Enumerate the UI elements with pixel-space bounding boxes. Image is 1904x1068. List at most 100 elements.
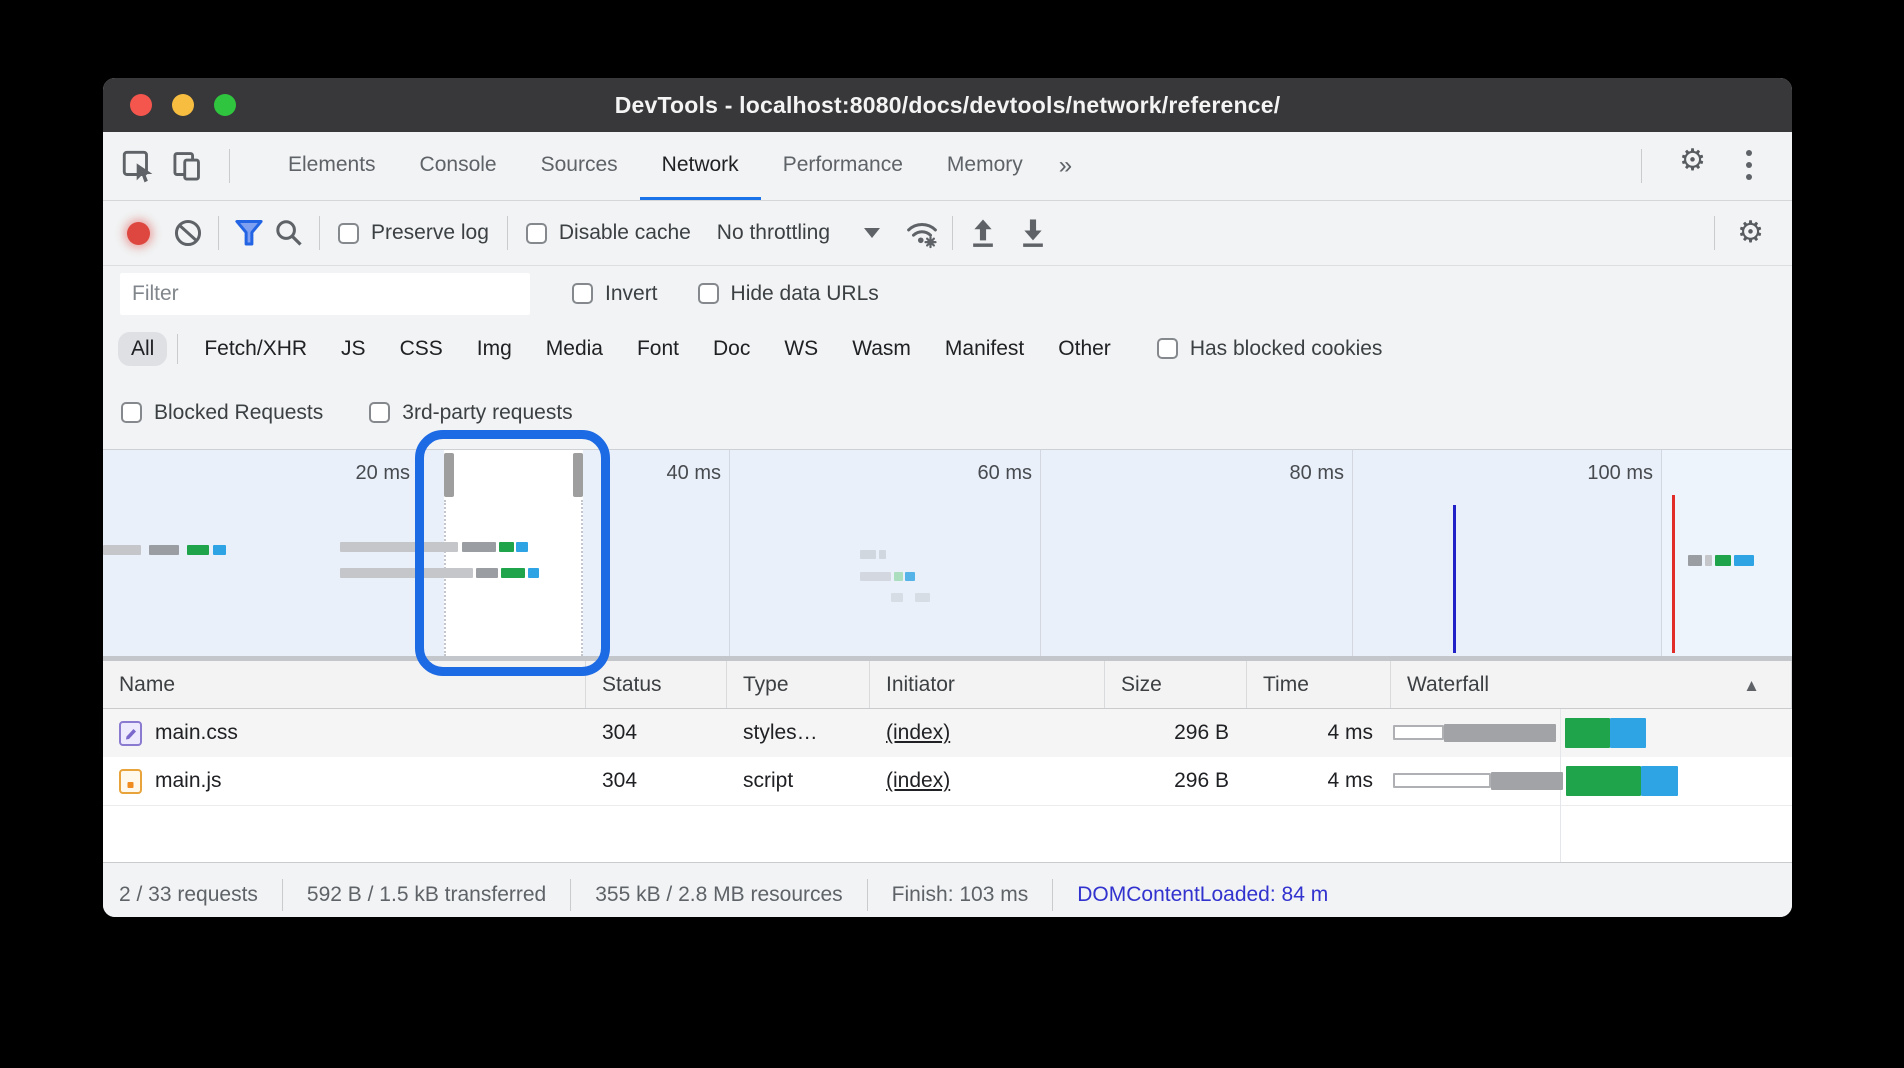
tab-sources[interactable]: Sources (540, 152, 618, 176)
hide-data-urls-checkbox[interactable] (697, 283, 719, 304)
network-settings-gear-icon[interactable]: ⚙ (1704, 216, 1764, 250)
filter-chip-font[interactable]: Font (636, 336, 679, 360)
initiator-link[interactable]: (index) (886, 721, 951, 744)
throttling-value: No throttling (716, 221, 831, 244)
request-initiator: (index) (870, 721, 1105, 745)
overview-request-bar (860, 550, 876, 559)
request-size: 296 B (1174, 769, 1229, 792)
filter-row: Invert Hide data URLs (103, 266, 1792, 321)
filter-chip-js[interactable]: JS (341, 336, 366, 360)
filter-chip-ws[interactable]: WS (784, 336, 819, 360)
time-label: 60 ms (977, 462, 1032, 484)
filter-chip-other[interactable]: Other (1058, 336, 1111, 360)
divider (177, 333, 179, 364)
column-header-size[interactable]: Size (1105, 661, 1247, 708)
filter-chip-manifest[interactable]: Manifest (944, 336, 1025, 360)
filter-funnel-icon[interactable] (229, 213, 269, 253)
tab-console[interactable]: Console (419, 152, 497, 176)
divider (281, 879, 283, 911)
column-header-initiator[interactable]: Initiator (870, 661, 1105, 708)
third-party-requests-label: 3rd-party requests (402, 400, 573, 424)
throttling-dropdown[interactable]: No throttling (716, 221, 881, 245)
filter-chip-wasm[interactable]: Wasm (852, 336, 911, 360)
waterfall-stalled-bar (1444, 724, 1556, 742)
filter-chip-css[interactable]: CSS (399, 336, 443, 360)
js-file-icon (119, 768, 142, 794)
filter-input[interactable] (120, 272, 530, 315)
search-icon[interactable] (269, 213, 309, 253)
network-conditions-icon[interactable] (902, 213, 942, 253)
filter-chip-all[interactable]: All (118, 331, 168, 366)
inspect-element-icon[interactable] (119, 147, 157, 185)
finish-time: Finish: 103 ms (891, 883, 1029, 906)
network-overview-timeline[interactable]: 20 ms 40 ms 60 ms 80 ms 100 ms (103, 449, 1792, 661)
zoom-button[interactable] (214, 94, 236, 116)
requests-table-header: Name Status Type Initiator Size Time Wat… (103, 661, 1792, 709)
overview-request-bar (340, 568, 473, 578)
overview-band (1661, 450, 1792, 656)
column-header-status[interactable]: Status (586, 661, 727, 708)
has-blocked-cookies-checkbox[interactable] (1156, 338, 1178, 359)
third-party-requests-checkbox[interactable] (369, 402, 391, 423)
table-row-main-js[interactable]: main.js 304 script (index) 296 B 4 ms (103, 757, 1792, 806)
overview-request-bar (528, 568, 539, 578)
filter-chip-doc[interactable]: Doc (713, 336, 751, 360)
selection-right-handle[interactable] (573, 453, 583, 497)
divider (1714, 216, 1716, 250)
divider (1641, 149, 1642, 183)
window-titlebar: DevTools - localhost:8080/docs/devtools/… (103, 78, 1792, 132)
request-filters-row: Blocked Requests 3rd-party requests (103, 376, 1792, 449)
waterfall-cell (1391, 757, 1792, 805)
overview-request-bar (149, 545, 179, 555)
waterfall-waiting-bar (1393, 773, 1491, 788)
settings-gear-icon[interactable]: ⚙ (1679, 144, 1706, 177)
column-header-type[interactable]: Type (727, 661, 870, 708)
preserve-log-checkbox[interactable] (338, 222, 359, 244)
waterfall-ttfb-bar (1566, 766, 1641, 796)
invert-checkbox[interactable] (572, 283, 593, 304)
initiator-link[interactable]: (index) (886, 769, 951, 792)
request-type: styles… (743, 721, 818, 744)
request-time: 4 ms (1327, 769, 1373, 792)
network-status-bar: 2 / 33 requests 592 B / 1.5 kB transferr… (103, 862, 1792, 917)
minimize-button[interactable] (172, 94, 194, 116)
disable-cache-checkbox[interactable] (525, 222, 547, 244)
record-network-log-icon[interactable] (127, 221, 150, 245)
kebab-menu-icon[interactable] (1746, 150, 1752, 180)
filter-chip-fetch-xhr[interactable]: Fetch/XHR (204, 336, 308, 360)
overview-request-bar (891, 593, 903, 602)
tab-performance[interactable]: Performance (782, 152, 903, 176)
export-har-icon[interactable] (963, 213, 1003, 253)
filter-chip-media[interactable]: Media (545, 336, 603, 360)
overview-request-bar (879, 550, 886, 559)
more-tabs-icon[interactable]: » (1058, 152, 1073, 179)
import-har-icon[interactable] (1013, 213, 1053, 253)
selection-left-handle[interactable] (444, 453, 454, 497)
blocked-requests-checkbox[interactable] (121, 402, 142, 423)
sort-ascending-icon[interactable]: ▲ (1743, 676, 1760, 695)
overview-request-bar (340, 542, 458, 552)
tab-network[interactable]: Network (639, 132, 761, 200)
close-button[interactable] (130, 94, 152, 116)
tab-memory[interactable]: Memory (946, 152, 1023, 176)
overview-request-bar (1715, 555, 1731, 566)
device-toolbar-icon[interactable] (169, 147, 207, 185)
tab-elements[interactable]: Elements (288, 152, 376, 176)
clear-network-log-icon[interactable] (168, 213, 208, 253)
time-label: 40 ms (666, 462, 721, 484)
request-size: 296 B (1174, 721, 1229, 744)
filter-chip-img[interactable]: Img (476, 336, 512, 360)
type-filter-bar: All Fetch/XHR JS CSS Img Media Font Doc … (103, 321, 1792, 376)
table-row-main-css[interactable]: main.css 304 styles… (index) 296 B 4 ms (103, 709, 1792, 757)
waterfall-download-bar (1610, 718, 1646, 748)
column-header-time[interactable]: Time (1247, 661, 1391, 708)
overview-selection-window[interactable] (444, 450, 583, 656)
overview-request-bar (462, 542, 496, 552)
overview-request-bar (1705, 555, 1712, 566)
divider (319, 216, 320, 250)
column-header-waterfall[interactable]: Waterfall (1391, 661, 1792, 708)
invert-label: Invert (605, 281, 658, 305)
selection-guide-line (581, 500, 583, 656)
column-header-name[interactable]: Name (103, 661, 586, 708)
time-label: 100 ms (1587, 462, 1653, 484)
